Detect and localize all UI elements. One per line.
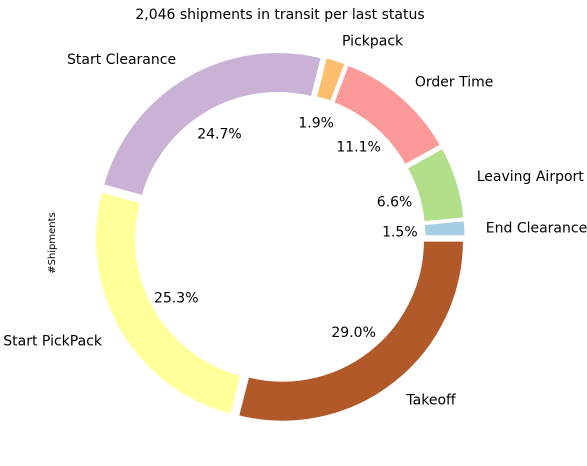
slice-label: Order Time <box>415 74 494 90</box>
chart-title: 2,046 shipments in transit per last stat… <box>135 7 424 23</box>
slices-group <box>93 50 468 424</box>
slice-percent-label: 11.1% <box>336 139 380 155</box>
slice-percent-label: 1.9% <box>298 116 334 132</box>
slice-label: Takeoff <box>405 393 456 409</box>
slice-order-time <box>330 62 444 168</box>
slice-pickpack <box>313 54 349 105</box>
slice-label: Start PickPack <box>3 334 103 350</box>
slice-label: Pickpack <box>342 34 404 50</box>
slice-start-clearance <box>100 50 325 199</box>
slice-percent-label: 25.3% <box>154 290 198 306</box>
slice-label: End Clearance <box>486 220 587 236</box>
slice-label: Leaving Airport <box>477 169 585 185</box>
slice-leaving-airport <box>404 145 467 225</box>
slice-percent-label: 29.0% <box>331 325 375 341</box>
y-axis-label: #Shipments <box>47 212 58 274</box>
slice-percent-label: 6.6% <box>377 194 413 210</box>
slice-start-pickpack <box>93 189 244 418</box>
slice-percent-label: 24.7% <box>197 126 241 142</box>
slice-takeoff <box>235 238 466 424</box>
slice-percent-label: 1.5% <box>382 224 418 240</box>
labels-group: End Clearance 1.5% Leaving Airport 6.6% Orde… <box>3 34 587 409</box>
slice-label: Start Clearance <box>67 52 176 68</box>
